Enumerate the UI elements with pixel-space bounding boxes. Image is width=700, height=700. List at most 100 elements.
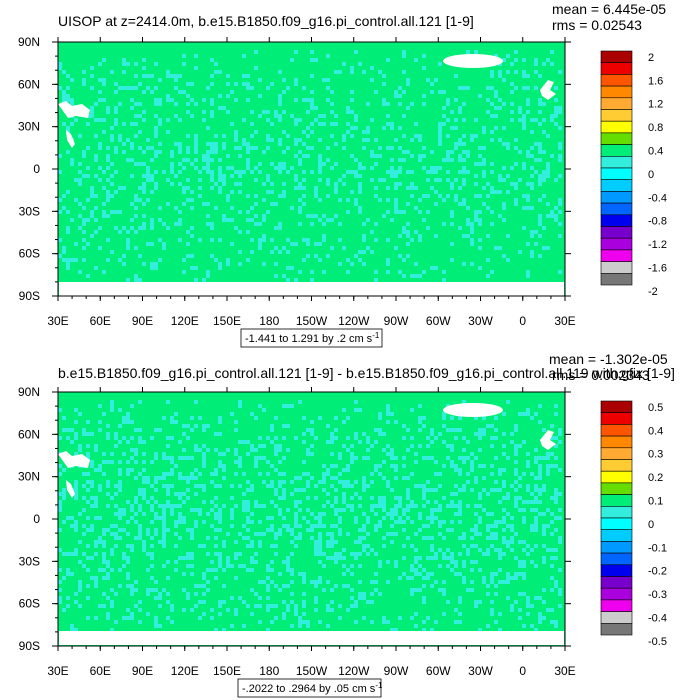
svg-text:-.2022 to .2964 by .05 cm s-1: -.2022 to .2964 by .05 cm s-1: [242, 681, 383, 695]
contour-info: -1.441 to 1.291 by .2 cm s: [245, 333, 373, 345]
x-tick-label: 60W: [426, 664, 451, 678]
colorbar-swatch: [600, 249, 633, 262]
colorbar-swatch: [600, 109, 633, 122]
x-tick-label: 120W: [338, 664, 370, 678]
axes: 30E 60E 90E 120E 150E 180 150W 120W 90W 60W 30W 0 30…: [18, 385, 576, 678]
y-tick-label: 60N: [18, 427, 40, 441]
y-tick-label: 30S: [19, 554, 40, 568]
colorbar-swatch: [600, 85, 633, 99]
x-tick-label: 150W: [296, 664, 328, 678]
colorbar-swatch: [600, 470, 633, 484]
korea-mask: [66, 130, 75, 148]
colorbar-swatch: [600, 50, 633, 63]
antarctica-mask: [59, 282, 564, 296]
japan-mask: [58, 101, 90, 118]
colorbar-swatch: [600, 552, 633, 566]
colorbar-swatch: [600, 144, 633, 157]
x-tick-label: 60E: [90, 314, 111, 328]
stats-rms: rms = 0.02543: [552, 17, 642, 33]
colorbar-label: -2: [648, 286, 658, 298]
colorbar-swatch: [600, 191, 633, 204]
y-tick-label: 30N: [18, 470, 40, 484]
x-tick-label: 180: [259, 664, 279, 678]
colorbar-label: -0.3: [648, 589, 667, 601]
colorbar-swatch: [600, 132, 633, 145]
x-tick-label: 0: [519, 664, 526, 678]
colorbar-label: 1.6: [648, 75, 663, 87]
y-tick-label: 90N: [18, 35, 40, 49]
unit-exponent: -1: [372, 331, 380, 340]
colorbar-swatch: [600, 97, 633, 110]
contour-info-box: -.2022 to .2964 by .05 cm s-1: [237, 678, 383, 698]
colorbar-label: -0.8: [648, 216, 667, 228]
land-masks: [58, 54, 564, 296]
panel-title: b.e15.B1850.f09_g16.pi_control.all.121 […: [58, 365, 675, 381]
x-tick-label: 30W: [468, 664, 493, 678]
colorbar-swatch: [600, 529, 633, 542]
colorbar: 0.5 0.4 0.3 0.2 0.1 0 -0.1 -0.2 -0.3 -0.4 -0.5: [600, 400, 667, 648]
y-tick-label: 60S: [19, 247, 40, 261]
stats-mean: mean = -1.302e-05: [549, 351, 668, 367]
svg-text:-1.441 to 1.291 by .2 cm s-1: -1.441 to 1.291 by .2 cm s-1: [245, 331, 380, 345]
colorbar-label: -0.5: [648, 636, 667, 648]
panel-uisop: UISOP at z=2414.0m, b.e15.B1850.f09_g16.…: [18, 1, 667, 348]
colorbar-swatch: [600, 167, 633, 180]
colorbar-swatch: [600, 214, 633, 227]
colorbar-swatch: [600, 517, 633, 530]
colorbar-swatch: [600, 74, 633, 87]
y-tick-label: 60N: [18, 77, 40, 91]
axes: 30E 60E 90E 120E 150E 180 150W 120W 90W 60W 30W 0 30…: [18, 35, 576, 328]
x-tick-label: 0: [519, 314, 526, 328]
y-tick-label: 90S: [19, 639, 40, 653]
colorbar-swatch: [600, 120, 633, 134]
greenland-mask: [443, 403, 503, 417]
colorbar-label: 0.4: [648, 145, 663, 157]
japan-mask: [58, 451, 90, 468]
x-tick-label: 60E: [90, 664, 111, 678]
colorbar-swatch: [600, 261, 633, 274]
colorbar-label: -0.4: [648, 612, 667, 624]
colorbar-label: -0.4: [648, 192, 667, 204]
colorbar-label: 0: [648, 169, 654, 181]
x-tick-label: 30W: [468, 314, 493, 328]
field-speckles: [58, 400, 562, 632]
colorbar-label: 0.5: [648, 402, 663, 414]
colorbar-label: 0.1: [648, 495, 663, 507]
colorbar-label: 2: [648, 52, 654, 64]
colorbar-label: 0: [648, 519, 654, 531]
colorbar-swatch: [600, 424, 633, 437]
colorbar-swatch: [600, 202, 633, 216]
arctic-island-mask: [540, 80, 556, 100]
colorbar-swatch: [600, 505, 633, 519]
field-background: [58, 42, 565, 296]
colorbar-swatch: [600, 564, 633, 577]
colorbar-swatch: [600, 156, 633, 169]
panel-difference: b.e15.B1850.f09_g16.pi_control.all.121 […: [18, 351, 675, 698]
colorbar-swatch: [600, 272, 633, 286]
contour-info: -.2022 to .2964 by .05 cm s: [242, 683, 376, 695]
x-tick-label: 30E: [554, 664, 575, 678]
stats-mean: mean = 6.445e-05: [552, 1, 666, 17]
x-tick-label: 90W: [384, 664, 409, 678]
x-tick-label: 90E: [132, 314, 153, 328]
x-tick-label: 150W: [296, 314, 328, 328]
colorbar-swatch: [600, 179, 633, 192]
y-tick-label: 90S: [19, 289, 40, 303]
colorbar-swatch: [600, 459, 633, 472]
data-field: [58, 42, 565, 296]
arctic-island-mask: [540, 430, 556, 450]
colorbar-swatch: [600, 435, 633, 449]
colorbar-swatch: [600, 576, 633, 589]
colorbar-swatch: [600, 237, 633, 251]
panel-title: UISOP at z=2414.0m, b.e15.B1850.f09_g16.…: [58, 13, 474, 29]
greenland-mask: [443, 54, 503, 68]
x-tick-label: 120E: [171, 664, 199, 678]
x-tick-label: 150E: [213, 664, 241, 678]
colorbar: 2 1.6 1.2 0.8 0.4 0 -0.4 -0.8 -1.2 -1.6 -2: [600, 50, 667, 298]
colorbar-label: -1.6: [648, 262, 667, 274]
y-tick-label: 60S: [19, 597, 40, 611]
colorbar-swatch: [600, 62, 633, 75]
colorbar-label: 0.8: [648, 122, 663, 134]
colorbar-label: 0.2: [648, 472, 663, 484]
